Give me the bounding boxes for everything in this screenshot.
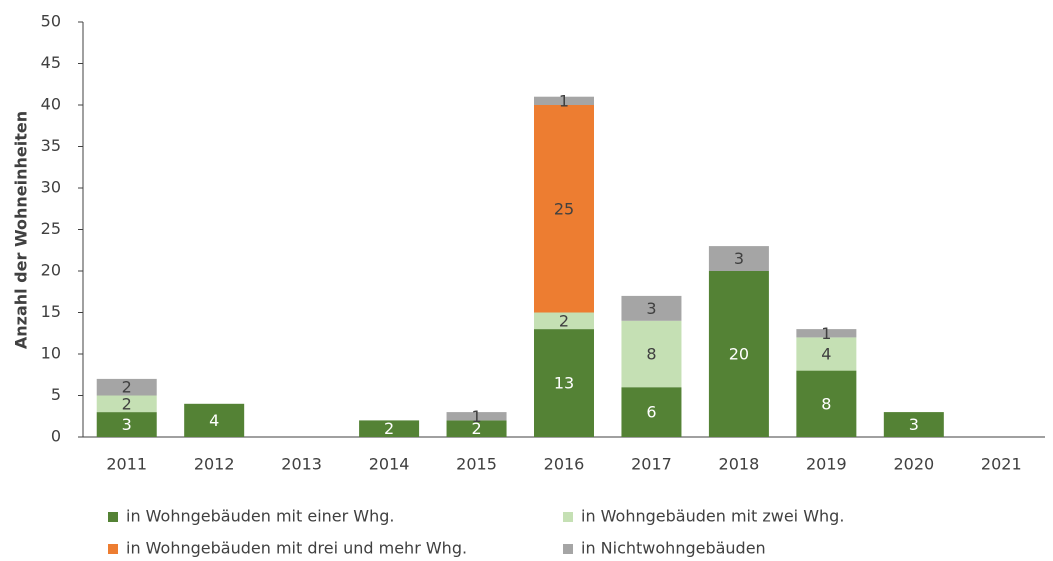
data-label: 6 <box>646 403 656 422</box>
data-label: 1 <box>821 324 831 343</box>
data-label: 2 <box>471 419 481 438</box>
data-label: 13 <box>554 374 574 393</box>
data-label: 1 <box>559 91 569 110</box>
x-tick-label: 2017 <box>631 455 672 474</box>
bar-segment <box>184 403 245 437</box>
data-label: 2 <box>384 419 394 438</box>
bar-segment <box>359 420 420 437</box>
bar-segment <box>796 329 857 338</box>
y-tick-label: 50 <box>41 12 61 31</box>
bar-segment <box>96 395 157 413</box>
y-tick-label: 20 <box>41 261 61 280</box>
bar-segment <box>534 329 594 437</box>
bar-segment <box>446 420 507 437</box>
data-label: 3 <box>646 299 656 318</box>
data-label: 4 <box>821 345 831 364</box>
data-label: 2 <box>122 378 132 397</box>
bar-segment <box>534 312 594 330</box>
data-label: 3 <box>122 415 132 434</box>
y-tick-label: 10 <box>41 344 61 363</box>
y-axis-label: Anzahl der Wohneinheiten <box>12 111 31 349</box>
bar-segment <box>534 96 594 105</box>
legend-label: in Wohngebäuden mit einer Whg. <box>126 507 394 526</box>
data-label: 3 <box>909 415 919 434</box>
x-tick-label: 2021 <box>981 455 1022 474</box>
y-tick-label: 45 <box>41 53 61 72</box>
data-label: 8 <box>646 345 656 364</box>
bar-segment <box>621 320 682 388</box>
x-tick-label: 2020 <box>893 455 934 474</box>
bar-segment <box>534 105 594 313</box>
data-label: 2 <box>122 394 132 413</box>
x-tick-label: 2018 <box>719 455 760 474</box>
bar-segment <box>796 370 857 437</box>
bar-segment <box>708 246 769 271</box>
x-tick-label: 2013 <box>281 455 322 474</box>
x-tick-label: 2015 <box>456 455 497 474</box>
data-label: 4 <box>209 411 219 430</box>
data-label: 8 <box>821 394 831 413</box>
legend-label: in Wohngebäuden mit zwei Whg. <box>581 507 844 526</box>
x-tick-label: 2016 <box>544 455 585 474</box>
x-tick-label: 2014 <box>369 455 410 474</box>
legend-label: in Nichtwohngebäuden <box>581 539 766 558</box>
bar-segment <box>621 387 682 437</box>
legend-swatch <box>108 544 118 554</box>
y-tick-label: 25 <box>41 219 61 238</box>
y-tick-label: 0 <box>51 427 61 446</box>
x-tick-label: 2012 <box>194 455 235 474</box>
bar-segment <box>96 412 157 437</box>
bar-segment <box>96 378 157 396</box>
bar-segment <box>708 271 769 437</box>
y-tick-label: 30 <box>41 178 61 197</box>
bar-segment <box>446 412 507 421</box>
legend-swatch <box>563 512 573 522</box>
data-label: 3 <box>734 249 744 268</box>
data-label: 20 <box>729 345 749 364</box>
legend-swatch <box>563 544 573 554</box>
data-label: 2 <box>559 311 569 330</box>
data-label: 1 <box>471 407 481 426</box>
bar-segment <box>796 337 857 371</box>
legend-label: in Wohngebäuden mit drei und mehr Whg. <box>126 539 467 558</box>
data-label: 25 <box>554 199 574 218</box>
x-tick-label: 2019 <box>806 455 847 474</box>
bar-segment <box>621 295 682 321</box>
y-tick-label: 40 <box>41 95 61 114</box>
y-tick-label: 5 <box>51 385 61 404</box>
y-tick-label: 35 <box>41 136 61 155</box>
x-tick-label: 2011 <box>106 455 147 474</box>
bar-segment <box>883 412 944 437</box>
legend-swatch <box>108 512 118 522</box>
y-tick-label: 15 <box>41 302 61 321</box>
